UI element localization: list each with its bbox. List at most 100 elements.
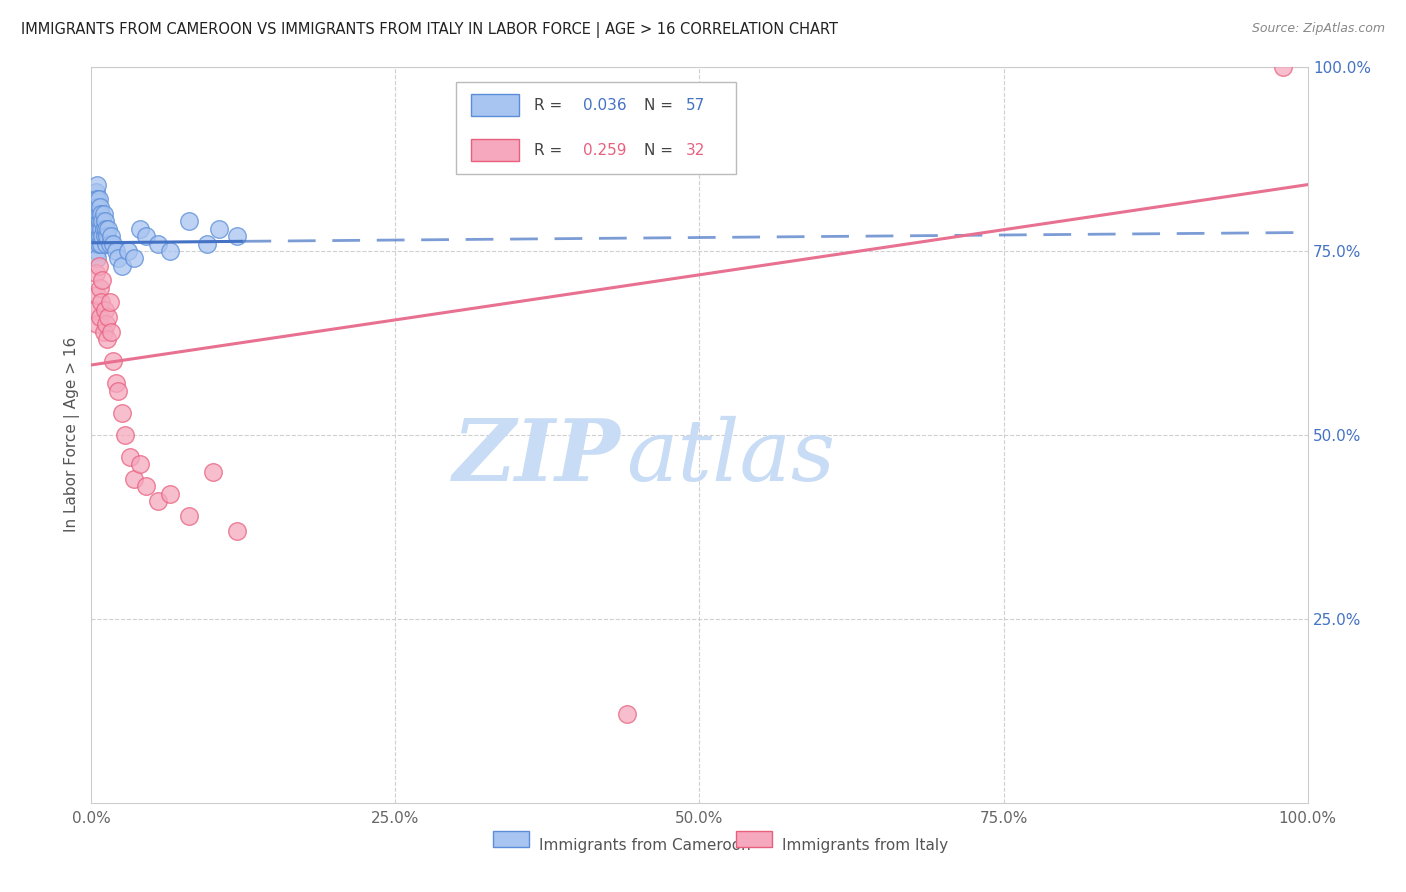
Text: Immigrants from Cameroon: Immigrants from Cameroon	[538, 838, 751, 853]
Point	[177, 508, 200, 523]
Point	[100, 229, 122, 244]
Point	[208, 222, 231, 236]
FancyBboxPatch shape	[456, 81, 735, 174]
Point	[86, 214, 108, 228]
Text: R =: R =	[534, 97, 567, 112]
Point	[159, 487, 181, 501]
Point	[84, 266, 107, 280]
Point	[96, 229, 118, 244]
Point	[84, 222, 107, 236]
Point	[117, 244, 139, 258]
Point	[86, 244, 108, 258]
Point	[616, 707, 638, 722]
Point	[114, 427, 136, 442]
Point	[129, 457, 152, 471]
Point	[89, 229, 111, 244]
Point	[135, 229, 157, 244]
Text: R =: R =	[534, 143, 567, 158]
Point	[87, 259, 110, 273]
Point	[90, 295, 112, 310]
Point	[93, 325, 115, 339]
Point	[91, 229, 114, 244]
Point	[86, 193, 108, 207]
Point	[87, 236, 110, 251]
Point	[159, 244, 181, 258]
Point	[93, 207, 115, 221]
Point	[86, 318, 108, 332]
Point	[84, 200, 107, 214]
Point	[86, 252, 108, 266]
FancyBboxPatch shape	[735, 830, 772, 847]
Point	[84, 222, 107, 236]
Point	[84, 207, 107, 221]
Point	[98, 236, 121, 251]
Point	[97, 310, 120, 325]
Point	[86, 222, 108, 236]
Point	[94, 318, 117, 332]
Point	[89, 310, 111, 325]
Point	[129, 222, 152, 236]
Point	[98, 295, 121, 310]
Point	[94, 236, 117, 251]
Point	[122, 252, 145, 266]
Point	[107, 384, 129, 398]
Point	[195, 236, 218, 251]
Point	[86, 288, 108, 302]
Point	[90, 222, 112, 236]
Text: 57: 57	[686, 97, 706, 112]
Point	[111, 406, 134, 420]
Point	[86, 178, 108, 192]
Point	[83, 214, 105, 228]
Point	[177, 214, 200, 228]
Point	[94, 229, 117, 244]
Point	[148, 236, 170, 251]
Text: Source: ZipAtlas.com: Source: ZipAtlas.com	[1251, 22, 1385, 36]
Point	[90, 207, 112, 221]
Point	[97, 222, 120, 236]
Point	[84, 302, 107, 317]
Text: atlas: atlas	[627, 416, 835, 499]
Point	[104, 376, 127, 391]
Point	[83, 236, 105, 251]
Point	[89, 281, 111, 295]
Point	[90, 236, 112, 251]
Text: Immigrants from Italy: Immigrants from Italy	[782, 838, 948, 853]
Point	[83, 229, 105, 244]
Point	[103, 236, 125, 251]
Point	[91, 214, 114, 228]
Point	[86, 229, 108, 244]
Text: 32: 32	[686, 143, 706, 158]
Point	[107, 252, 129, 266]
Text: ZIP: ZIP	[453, 415, 620, 499]
Point	[84, 236, 107, 251]
Text: IMMIGRANTS FROM CAMEROON VS IMMIGRANTS FROM ITALY IN LABOR FORCE | AGE > 16 CORR: IMMIGRANTS FROM CAMEROON VS IMMIGRANTS F…	[21, 22, 838, 38]
Point	[122, 472, 145, 486]
Point	[111, 259, 134, 273]
Point	[100, 325, 122, 339]
Point	[135, 479, 157, 493]
Point	[84, 207, 107, 221]
Point	[226, 524, 249, 538]
Point	[103, 354, 125, 368]
Point	[84, 236, 107, 251]
Point	[148, 494, 170, 508]
Point	[84, 193, 107, 207]
Text: N =: N =	[644, 143, 678, 158]
Y-axis label: In Labor Force | Age > 16: In Labor Force | Age > 16	[65, 337, 80, 533]
Text: 0.036: 0.036	[582, 97, 626, 112]
Point	[1272, 60, 1295, 74]
Point	[89, 200, 111, 214]
FancyBboxPatch shape	[471, 139, 519, 161]
Point	[120, 450, 142, 464]
Point	[84, 185, 107, 199]
Text: 0.259: 0.259	[582, 143, 626, 158]
Point	[202, 465, 225, 479]
FancyBboxPatch shape	[492, 830, 529, 847]
Point	[104, 244, 127, 258]
Point	[93, 222, 115, 236]
FancyBboxPatch shape	[471, 95, 519, 116]
Point	[87, 193, 110, 207]
Point	[91, 273, 114, 287]
Point	[94, 302, 117, 317]
Point	[94, 214, 117, 228]
